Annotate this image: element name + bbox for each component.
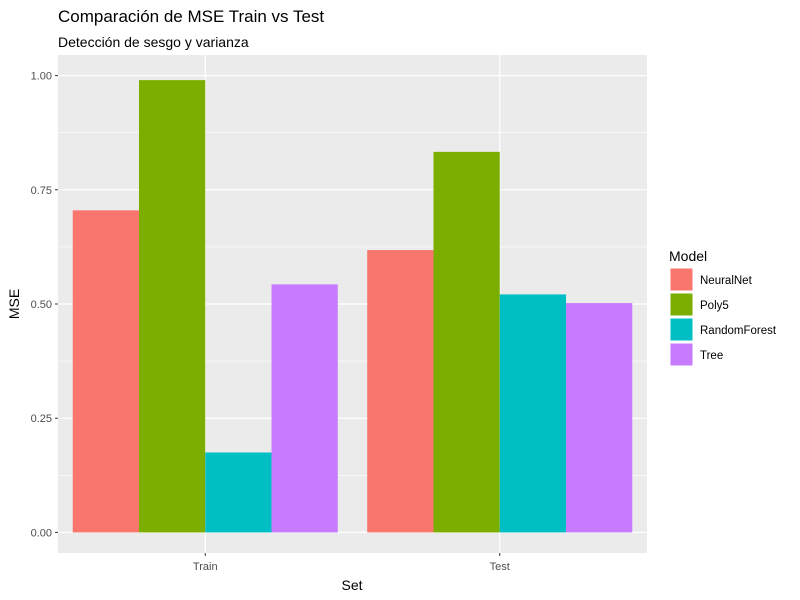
legend-title: Model [669,248,707,264]
x-tick-label-train: Train [193,561,218,573]
x-axis-title: Set [341,577,362,593]
bars-group [72,80,633,533]
bar-poly5-test [433,151,500,533]
y-tick-label: 0.25 [31,413,52,425]
legend-label-tree: Tree [700,350,723,362]
bar-tree-test [566,303,633,533]
bar-randomforest-train [205,452,272,533]
bar-tree-train [271,284,338,533]
y-tick-label: 1.00 [31,71,52,83]
legend: Model NeuralNet Poly5 RandomForest Tree [669,248,777,367]
y-tick-label: 0.75 [31,185,52,197]
y-tick-label: 0.50 [31,299,52,311]
legend-key-randomforest [669,317,694,342]
chart-subtitle: Detección de sesgo y varianza [58,34,249,50]
x-axis: Train Test [193,553,510,573]
legend-label-poly5: Poly5 [700,300,729,312]
x-tick-label-test: Test [490,561,510,573]
legend-label-randomforest: RandomForest [700,325,777,337]
legend-key-tree [669,342,694,367]
legend-items: NeuralNet Poly5 RandomForest Tree [669,267,777,367]
y-axis-title: MSE [6,289,22,319]
y-tick-label: 0.00 [31,527,52,539]
chart-title: Comparación de MSE Train vs Test [58,7,324,26]
bar-randomforest-test [499,294,567,533]
legend-key-neuralnet [669,267,694,292]
bar-poly5-train [138,80,206,533]
bar-neuralnet-train [72,210,139,533]
bar-neuralnet-test [367,250,434,533]
legend-label-neuralnet: NeuralNet [700,275,753,287]
legend-key-poly5 [669,292,694,317]
y-axis: 0.00 0.25 0.50 0.75 1.00 [31,71,58,539]
